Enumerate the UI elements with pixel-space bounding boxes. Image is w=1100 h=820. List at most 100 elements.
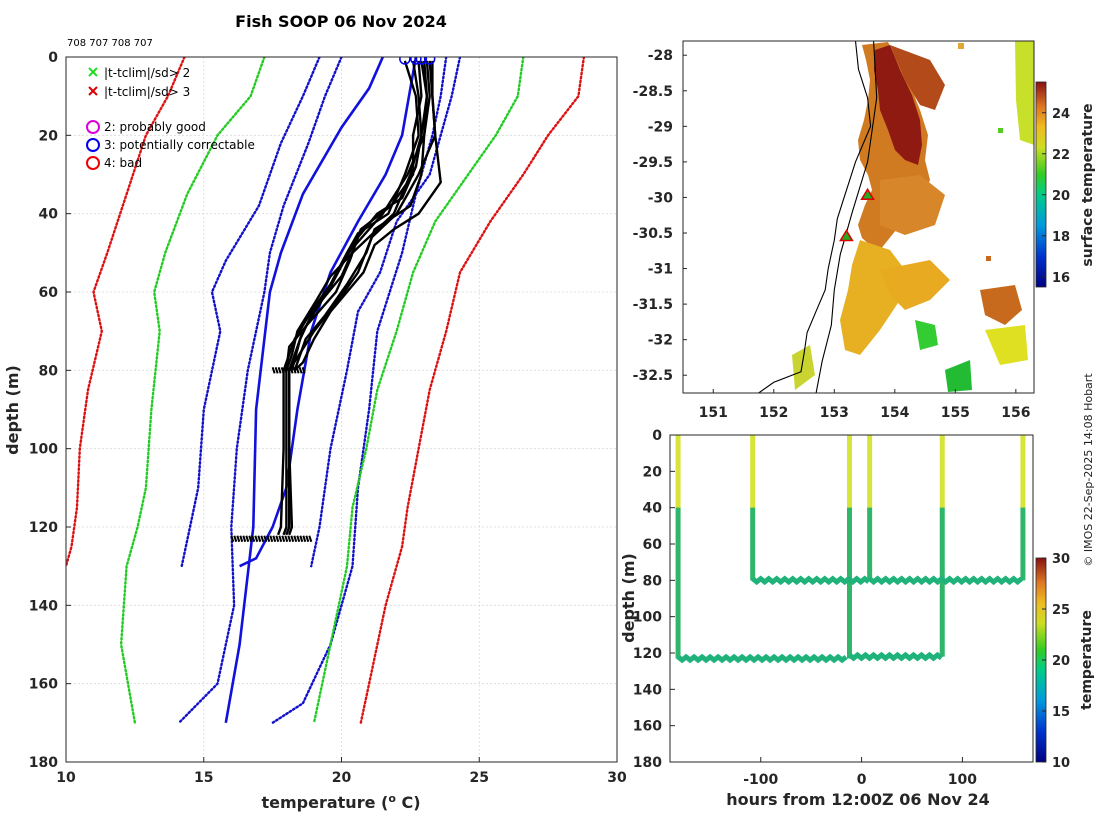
x-tick-label: 0 [857,772,867,788]
y-tick-label: 140 [29,598,58,614]
profile-endpoint-mark [301,367,306,374]
profile-x-axis-label: temperature (o C) [261,792,420,812]
lon-tick-label: 155 [941,405,970,421]
profile-panel: 10 15 20 25 30 0 20 40 60 80 100 120 140 160 180 tempe… [3,50,627,812]
station-triangle-icon [860,187,875,201]
profile-endpoint-mark [263,535,268,543]
y-tick-label: 60 [39,285,59,301]
lat-tick-label: -31.5 [633,297,673,313]
legend-label: 4: bad [104,156,142,170]
station-triangle-icon [839,229,854,242]
sst-colorbar-ticks: 16 18 20 22 24 [1042,107,1070,286]
climatology-line-sd1-left-wide [177,57,343,724]
x-label-superscript: o [388,792,396,805]
y-tick-label: 0 [652,428,662,444]
sst-west-yellowgreen [792,345,815,390]
profile-endpoint-mark [251,535,256,543]
profile-endpoint-mark [289,367,294,374]
profile-endpoint-mark [260,535,265,543]
profile-endpoint-mark [281,535,286,543]
legend-o-blue: 3: potentially correctable [86,138,255,152]
profile-endpoint-mark [233,535,238,543]
colorbar-tick-label: 24 [1052,107,1070,122]
time-depth-ticks: -100 0 100 0 20 40 60 80 100 120 140 160 180 [633,428,978,788]
lat-tick-label: -32 [648,333,673,349]
profile-endpoint-mark [298,367,303,374]
sst-colorbar [1035,81,1047,288]
time-depth-panel: -100 0 100 0 20 40 60 80 100 120 140 160 180 hours f… [619,428,1095,809]
sst-pixel [998,128,1003,133]
y-tick-label: 180 [633,755,662,771]
profile-endpoint-mark [278,535,283,543]
x-tick-label: 10 [56,770,76,786]
magenta-circle-icon [86,120,100,134]
temperature-profile-7 [293,60,429,371]
profile-endpoint-mark [272,535,277,543]
drift-segment [676,653,848,664]
profile-endpoint-mark [302,535,307,543]
profile-endpoint-mark [287,535,292,543]
sst-ne-yellowgreen [1015,41,1034,145]
lat-tick-label: -30.5 [633,226,673,242]
climatology-line-sd1-right [310,57,462,568]
sst-pixel [958,43,964,49]
lat-tick-label: -28.5 [633,84,673,100]
profile-endpoint-mark [284,535,289,543]
ship-track [815,41,878,393]
profile-endpoint-mark [245,535,250,543]
y-tick-label: 160 [29,677,58,693]
legend-x-red: |t-tclim|/sd> 3 [88,85,190,99]
x-tick-label: 15 [194,770,213,786]
x-tick-label: 100 [948,772,977,788]
lat-tick-label: -28 [648,48,673,64]
temperature-profile-6 [293,60,442,372]
x-label-main: temperature ( [261,793,388,812]
y-tick-label: 100 [29,442,58,458]
blue-circle-icon [86,138,100,152]
profile-endpoint-mark [296,535,301,543]
profile-endpoint-mark [266,535,271,543]
sst-pixel [986,256,991,261]
profile-endpoint-mark [290,535,295,543]
profile-endpoint-mark [254,535,259,543]
profile-endpoint-mark [269,535,274,543]
profile-endpoint-mark [230,535,235,543]
temperature-colorbar-ticks: 10 15 20 25 30 [1042,552,1070,771]
profile-endpoint-mark [283,367,288,374]
temperature-profile-2 [282,60,423,536]
temperature-profile-5 [285,60,423,371]
x-tick-label: 25 [470,770,489,786]
sst-warm-patch [890,45,945,110]
coastline [758,41,872,393]
colorbar-tick-label: 20 [1052,189,1070,204]
lat-tick-label: -30 [648,190,674,206]
sst-yellow-patch [880,260,950,310]
profile-legend: |t-tclim|/sd> 2 |t-tclim|/sd> 3 2: proba… [86,66,255,170]
profile-endpoint-mark [248,535,253,543]
y-tick-label: 120 [29,520,58,536]
profile-endpoint-mark [299,535,304,543]
green-cross-icon [88,67,98,77]
map-frame [682,40,1035,394]
qc-flag-marker [423,57,436,65]
climatology-line-mean-left [224,57,384,724]
y-tick-label: 120 [633,646,662,662]
profile-endpoint-mark [271,367,276,374]
x-tick-label: 30 [607,770,627,786]
map-content [758,41,1034,393]
profile-endpoint-mark [242,535,247,543]
profile-endpoint-mark [275,535,280,543]
copyright-text: © IMOS 22-Sep-2025 14:08 Hobart [1082,373,1095,567]
lat-tick-label: -29 [648,119,673,135]
sst-east-yellow [985,325,1028,365]
y-tick-label: 180 [29,755,58,771]
red-cross-icon [88,86,98,96]
colorbar-tick-label: 16 [1052,271,1070,286]
chart-title: Fish SOOP 06 Nov 2024 [235,12,447,31]
profile-endpoint-mark [286,367,291,374]
y-tick-label: 60 [643,537,663,553]
y-tick-label: 160 [633,719,662,735]
profile-lines [66,57,586,724]
climatology-line-sd3-left [66,57,186,568]
sst-green-patch-2 [945,360,972,392]
